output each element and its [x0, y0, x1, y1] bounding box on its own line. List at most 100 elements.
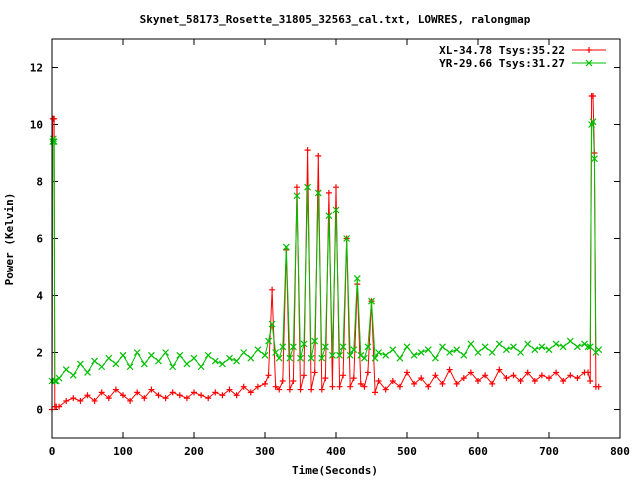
series-1-point [198, 392, 205, 399]
series-2-point [293, 192, 301, 200]
series-2-point [559, 343, 567, 351]
series-1-point [297, 386, 304, 393]
series-1-point [105, 395, 112, 402]
series-2-point [339, 343, 347, 351]
series-2-point [62, 366, 70, 374]
chart-title: Skynet_58173_Rosette_31805_32563_cal.txt… [140, 13, 531, 26]
x-tick-label: 500 [397, 445, 417, 458]
series-2-point [396, 354, 404, 362]
x-tick-label: 400 [326, 445, 346, 458]
series-1-point [120, 392, 126, 399]
legend-marker [586, 47, 592, 53]
series-2-point [218, 360, 226, 368]
series-1-point [482, 372, 489, 379]
series-1-point [301, 372, 308, 379]
series-2 [48, 118, 603, 385]
series-1-point [329, 383, 336, 390]
series-1-point [304, 147, 311, 154]
x-tick-label: 800 [610, 445, 630, 458]
series-2-point [474, 349, 482, 356]
series-1-point [279, 378, 286, 384]
series-2-point [584, 343, 592, 351]
series-2-point [364, 343, 372, 351]
series-1-point [347, 383, 354, 390]
series-2-point [538, 343, 546, 351]
series-1-point [489, 380, 496, 387]
series-1-point [191, 389, 197, 396]
series-1-point [418, 375, 425, 382]
series-2-point [289, 343, 297, 351]
series-1-point [318, 386, 325, 393]
series-1-point [364, 369, 371, 376]
series-2-point [336, 351, 343, 359]
series-1-point [91, 397, 98, 404]
series-1-point [290, 378, 297, 384]
series-1-point [411, 380, 418, 387]
series-2-point [51, 377, 59, 385]
series-1-point [396, 383, 403, 390]
y-tick-label: 10 [30, 119, 43, 132]
series-2-point [431, 354, 439, 362]
series-1-point [538, 372, 545, 379]
plot-frame [51, 38, 621, 439]
series-2-point [502, 346, 510, 354]
series-1-point [183, 395, 190, 402]
series-1-point [357, 380, 364, 387]
series-2-point [318, 354, 326, 362]
legend-label: YR-29.66 Tsys:31.27 [439, 57, 565, 70]
series-1-point [336, 383, 343, 390]
series-2-point [488, 349, 496, 356]
series-2-point [119, 351, 127, 359]
series-1-point [315, 152, 322, 159]
series-2-point [545, 346, 553, 354]
series-2-point [197, 363, 205, 371]
series-2-point [495, 340, 503, 348]
series-2-point [368, 297, 375, 305]
series-1-point [308, 386, 315, 393]
y-tick-label: 0 [36, 404, 43, 417]
series-1-point [590, 93, 597, 99]
series-2-point [69, 371, 77, 379]
series-1-point [293, 184, 300, 191]
series-1-point [350, 375, 357, 382]
series-1-point [361, 383, 368, 390]
series-2-point [204, 351, 212, 359]
series-2-point [325, 212, 333, 220]
series-2-point [481, 343, 489, 351]
series-2-point [573, 343, 581, 351]
series-2-point [247, 354, 255, 362]
series-2-point [300, 340, 308, 348]
series-2-point [453, 346, 461, 354]
series-2-point [169, 363, 177, 371]
series-1-point [148, 386, 155, 393]
series-2-point [343, 235, 351, 242]
series-2-point [311, 337, 319, 345]
series-2-point [261, 351, 269, 359]
series-1-point [587, 378, 594, 384]
series-1-point [340, 372, 347, 379]
series-2-point [586, 343, 594, 351]
series-1-point [134, 389, 141, 396]
series-2-point [375, 349, 383, 356]
series-2-point [190, 354, 198, 362]
series-1-point [169, 389, 176, 396]
series-1-point [276, 386, 283, 393]
series-1-point [254, 383, 261, 390]
series-1-point [212, 389, 219, 396]
series-1-point [546, 375, 552, 382]
y-tick-label: 4 [36, 290, 43, 303]
series-1-point [372, 389, 379, 396]
series-1-point [262, 380, 268, 387]
series-2-point [446, 349, 454, 356]
series-2-point [389, 346, 397, 354]
y-tick-label: 2 [36, 347, 43, 360]
series-1-point [70, 395, 77, 402]
series-1-point [467, 369, 474, 376]
series-2-point [424, 346, 432, 354]
series-1-point [553, 369, 560, 376]
series-1-point [475, 378, 481, 384]
series-1-point [333, 184, 339, 191]
series-2-point [524, 340, 532, 348]
series-2-point [233, 357, 241, 365]
